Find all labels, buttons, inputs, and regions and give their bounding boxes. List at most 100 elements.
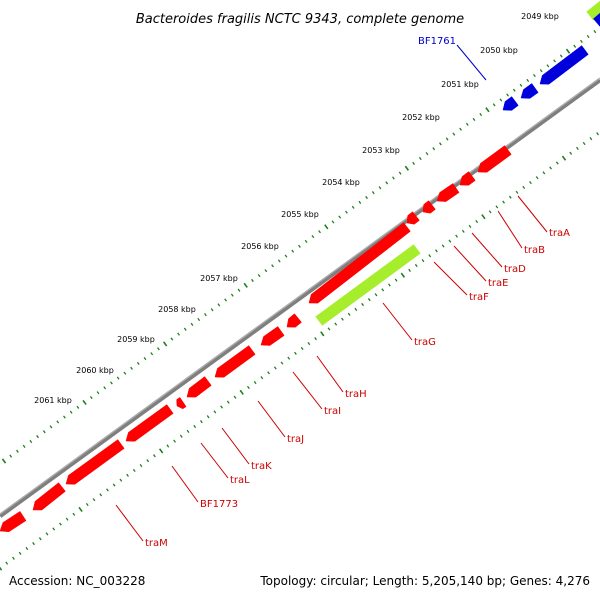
outer-ring-minor-tick bbox=[492, 103, 496, 107]
outer-ring-minor-tick bbox=[63, 415, 66, 419]
inner-ring-minor-tick bbox=[314, 337, 317, 341]
gene-label-leader bbox=[257, 400, 286, 438]
gene-label: traD bbox=[504, 264, 526, 275]
outer-ring-minor-tick bbox=[76, 405, 80, 409]
tick-label: 2051 kbp bbox=[441, 80, 479, 89]
inner-ring-minor-tick bbox=[495, 205, 499, 209]
gene-arrow bbox=[308, 222, 411, 304]
outer-ring-minor-tick bbox=[217, 303, 221, 307]
gene-label: traE bbox=[488, 278, 508, 289]
outer-ring-minor-tick bbox=[425, 152, 429, 156]
outer-ring-minor-tick bbox=[506, 93, 509, 97]
gene-label: traG bbox=[414, 337, 436, 348]
inner-ring-minor-tick bbox=[542, 171, 546, 175]
outer-ring-minor-tick bbox=[358, 200, 362, 204]
outer-ring-minor-tick bbox=[512, 88, 516, 92]
inner-ring-minor-tick bbox=[179, 434, 183, 438]
outer-ring-major-tick bbox=[162, 341, 168, 347]
inner-ring-minor-tick bbox=[85, 502, 89, 507]
inner-ring-minor-tick bbox=[347, 312, 351, 316]
inner-ring-minor-tick bbox=[408, 268, 411, 272]
outer-ring-minor-tick bbox=[130, 366, 133, 370]
outer-ring-major-tick bbox=[324, 224, 329, 230]
inner-ring-minor-tick bbox=[549, 166, 552, 170]
gene-label-leader bbox=[171, 465, 199, 503]
outer-tick-ring bbox=[1, 30, 597, 464]
inner-ring-minor-tick bbox=[354, 307, 358, 311]
outer-ring-minor-tick bbox=[459, 127, 462, 131]
tick-label: 2056 kbp bbox=[241, 242, 279, 251]
outer-ring-minor-tick bbox=[42, 430, 46, 434]
inner-ring-minor-tick bbox=[139, 463, 143, 468]
inner-ring-minor-tick bbox=[32, 542, 35, 546]
outer-ring-minor-tick bbox=[197, 317, 201, 322]
gene-arrow bbox=[539, 45, 589, 85]
outer-ring-minor-tick bbox=[271, 264, 274, 268]
inner-ring-minor-tick bbox=[294, 351, 297, 355]
inner-ring-minor-tick bbox=[119, 478, 123, 482]
gene-label: traH bbox=[345, 389, 367, 400]
gene-label: traB bbox=[524, 245, 545, 256]
outer-ring-minor-tick bbox=[398, 171, 402, 175]
inner-ring-minor-tick bbox=[300, 346, 304, 351]
outer-ring-minor-tick bbox=[284, 254, 288, 258]
inner-ring-minor-tick bbox=[435, 249, 438, 253]
outer-ring-minor-tick bbox=[204, 313, 207, 317]
outer-ring-minor-tick bbox=[110, 381, 113, 385]
outer-ring-minor-tick bbox=[586, 34, 590, 39]
outer-ring-minor-tick bbox=[553, 59, 556, 63]
inner-ring-minor-tick bbox=[307, 341, 311, 346]
gene-label: traK bbox=[251, 461, 272, 472]
outer-ring-minor-tick bbox=[546, 64, 550, 68]
outer-ring-minor-tick bbox=[539, 69, 543, 73]
gene-arrow bbox=[586, 0, 600, 21]
tick-label: 2054 kbp bbox=[322, 178, 360, 187]
gene-arrow bbox=[477, 145, 512, 173]
inner-ring-minor-tick bbox=[5, 561, 9, 565]
gene-label-leader bbox=[471, 232, 503, 268]
gene-label-leader bbox=[456, 44, 487, 81]
outer-ring-minor-tick bbox=[183, 327, 187, 331]
inner-ring-minor-tick bbox=[421, 259, 425, 263]
gene-label: traJ bbox=[287, 434, 304, 445]
gene-arrow bbox=[32, 482, 66, 511]
gene-arrow bbox=[125, 404, 174, 442]
outer-ring-minor-tick bbox=[29, 439, 33, 444]
outer-ring-minor-tick bbox=[257, 273, 261, 278]
gene-label: traM bbox=[145, 538, 168, 549]
outer-ring-minor-tick bbox=[452, 132, 456, 136]
inner-ring-minor-tick bbox=[200, 420, 203, 424]
gene-label-leader bbox=[433, 261, 468, 296]
inner-ring-minor-tick bbox=[99, 493, 103, 497]
gene-labels: BF1761 traA traB traD traE traF traG traH traI tr… bbox=[115, 36, 570, 549]
outer-ring-minor-tick bbox=[210, 308, 214, 312]
inner-ring-minor-tick bbox=[72, 512, 76, 516]
gene-label-leader bbox=[316, 355, 344, 393]
outer-ring-minor-tick bbox=[96, 391, 100, 395]
tick-label: 2052 kbp bbox=[402, 113, 440, 122]
gene-arrow bbox=[286, 313, 302, 328]
outer-ring-minor-tick bbox=[479, 112, 483, 117]
inner-ring-minor-tick bbox=[475, 219, 479, 224]
inner-ring-minor-tick bbox=[341, 317, 344, 321]
inner-ring-minor-tick bbox=[173, 439, 176, 443]
gene-arrow bbox=[520, 83, 539, 99]
inner-ring-minor-tick bbox=[569, 151, 573, 155]
gene-label-leader bbox=[382, 302, 413, 341]
outer-ring-minor-tick bbox=[237, 288, 241, 292]
tick-label: 2055 kbp bbox=[281, 210, 319, 219]
inner-ring-minor-tick bbox=[267, 371, 270, 375]
inner-ring-minor-tick bbox=[334, 322, 338, 326]
inner-ring-minor-tick bbox=[112, 483, 116, 487]
outer-ring-minor-tick bbox=[157, 347, 160, 351]
inner-ring-minor-tick bbox=[280, 361, 284, 365]
accession-text: Accession: NC_003228 bbox=[9, 574, 145, 588]
outer-ring-minor-tick bbox=[190, 322, 194, 326]
outer-ring-minor-tick bbox=[559, 54, 563, 58]
tick-labels: 2049 kbp 2050 kbp 2051 kbp 2052 kbp 2053 kbp… bbox=[34, 12, 559, 405]
outer-ring-minor-tick bbox=[298, 244, 301, 248]
inner-ring-minor-tick bbox=[327, 327, 331, 331]
outer-ring-minor-tick bbox=[445, 137, 449, 141]
gene-arrow bbox=[176, 397, 187, 410]
tick-label: 2061 kbp bbox=[34, 396, 72, 405]
